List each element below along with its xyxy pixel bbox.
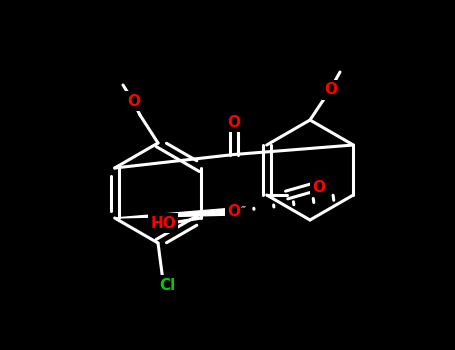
Text: O: O <box>312 180 325 195</box>
Text: Cl: Cl <box>159 278 175 293</box>
Polygon shape <box>115 208 234 218</box>
Text: O: O <box>324 83 338 98</box>
Text: O: O <box>228 204 241 219</box>
Text: O: O <box>228 115 241 130</box>
Text: ‴: ‴ <box>240 205 246 216</box>
Text: O: O <box>127 93 141 108</box>
Text: HO: HO <box>151 216 176 231</box>
